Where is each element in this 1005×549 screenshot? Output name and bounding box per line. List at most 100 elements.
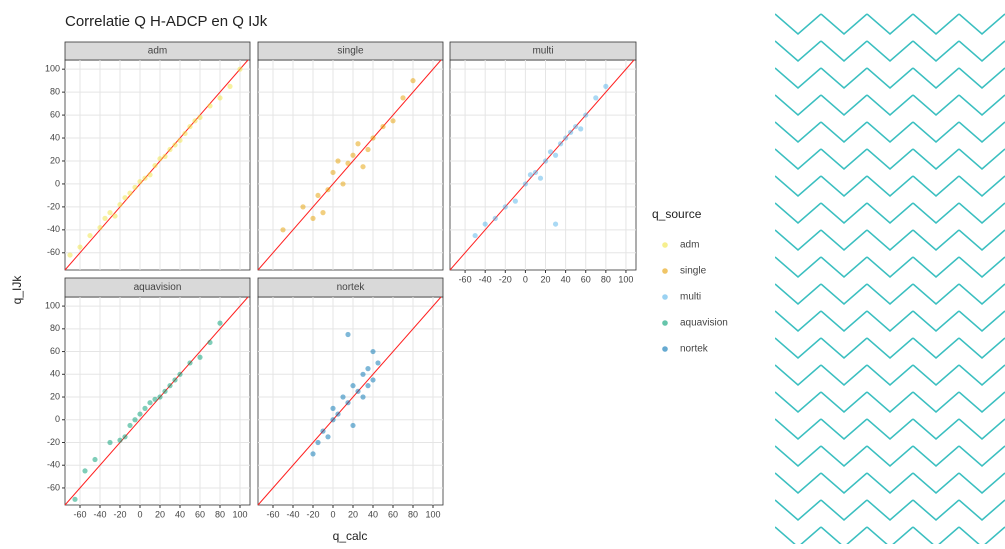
point (350, 153, 355, 158)
point (375, 360, 380, 365)
y-tick-label: 60 (50, 109, 60, 119)
point (355, 389, 360, 394)
point (137, 411, 142, 416)
point (345, 161, 350, 166)
facet-title: multi (532, 46, 553, 57)
legend-title: q_source (652, 207, 702, 221)
point (300, 204, 305, 209)
x-tick-label: -20 (499, 274, 512, 284)
x-tick-label: 0 (523, 274, 528, 284)
point (137, 179, 142, 184)
point (315, 440, 320, 445)
y-tick-label: -40 (47, 460, 60, 470)
x-tick-label: 20 (541, 274, 551, 284)
point (315, 193, 320, 198)
point (117, 438, 122, 443)
point (162, 154, 167, 159)
decorative-pattern (775, 10, 1005, 544)
y-tick-label: 80 (50, 323, 60, 333)
point (320, 210, 325, 215)
point (558, 141, 563, 146)
point (360, 372, 365, 377)
x-tick-label: -60 (459, 274, 472, 284)
point (217, 321, 222, 326)
point (107, 440, 112, 445)
legend-marker (662, 268, 668, 274)
point (355, 141, 360, 146)
point (187, 124, 192, 129)
x-tick-label: 80 (601, 274, 611, 284)
y-tick-label: 40 (50, 132, 60, 142)
x-axis-label: q_calc (333, 529, 368, 543)
point (493, 216, 498, 221)
point (177, 372, 182, 377)
point (533, 170, 538, 175)
x-tick-label: 80 (408, 509, 418, 519)
point (152, 397, 157, 402)
x-tick-label: -60 (73, 509, 86, 519)
point (102, 216, 107, 221)
legend-marker (662, 242, 668, 248)
legend-marker (662, 320, 668, 326)
point (112, 213, 117, 218)
x-tick-label: 20 (348, 509, 358, 519)
point (147, 400, 152, 405)
x-tick-label: 60 (581, 274, 591, 284)
point (97, 225, 102, 230)
point (410, 78, 415, 83)
x-tick-label: 40 (175, 509, 185, 519)
point (390, 118, 395, 123)
y-tick-label: 40 (50, 369, 60, 379)
point (92, 457, 97, 462)
y-tick-label: 100 (45, 300, 60, 310)
point (132, 417, 137, 422)
point (483, 221, 488, 226)
point (192, 118, 197, 123)
point (583, 112, 588, 117)
facet-title: adm (148, 46, 167, 57)
x-tick-label: 60 (195, 509, 205, 519)
point (573, 124, 578, 129)
point (237, 67, 242, 72)
point (87, 233, 92, 238)
point (538, 176, 543, 181)
legend-label: multi (680, 292, 701, 303)
point (227, 84, 232, 89)
y-tick-label: 0 (55, 414, 60, 424)
point (122, 434, 127, 439)
y-tick-label: -20 (47, 437, 60, 447)
point (142, 176, 147, 181)
point (330, 170, 335, 175)
x-tick-label: 0 (330, 509, 335, 519)
point (77, 244, 82, 249)
legend-marker (662, 294, 668, 300)
point (365, 147, 370, 152)
point (72, 497, 77, 502)
point (162, 389, 167, 394)
point (335, 158, 340, 163)
point (117, 202, 122, 207)
legend-label: single (680, 266, 707, 277)
point (340, 181, 345, 186)
y-tick-label: -60 (47, 482, 60, 492)
legend-label: nortek (680, 344, 709, 355)
chart-title: Correlatie Q H-ADCP en Q IJk (65, 13, 268, 30)
point (197, 115, 202, 120)
point (167, 147, 172, 152)
point (172, 377, 177, 382)
x-tick-label: 100 (232, 509, 247, 519)
legend-label: adm (680, 240, 699, 251)
point (157, 394, 162, 399)
point (503, 204, 508, 209)
point (122, 195, 127, 200)
x-tick-label: 100 (425, 509, 440, 519)
point (523, 181, 528, 186)
y-tick-label: 20 (50, 155, 60, 165)
x-tick-label: -20 (113, 509, 126, 519)
x-tick-label: -40 (479, 274, 492, 284)
point (107, 210, 112, 215)
point (325, 187, 330, 192)
point (142, 406, 147, 411)
point (543, 158, 548, 163)
legend-label: aquavision (680, 318, 728, 329)
